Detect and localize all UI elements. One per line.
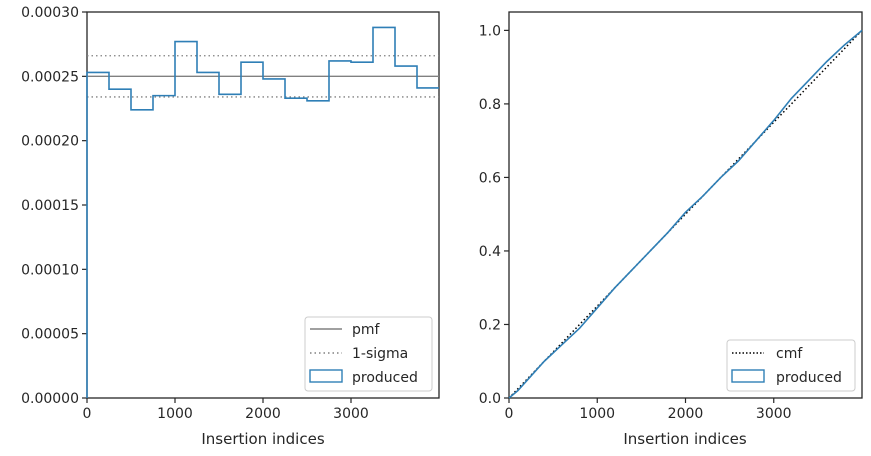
right-plot-frame [508,11,863,399]
left-x-ticks: 0 1000 2000 3000 [83,398,369,422]
left-x-tick-label: 3000 [333,406,369,422]
right-y-ticks: 0.0 0.2 0.4 0.6 0.8 1.0 [479,23,509,407]
left-chart-marks [86,26,439,398]
right-x-tick-label: 2000 [668,406,704,422]
legend-produced-swatch [731,369,765,383]
left-y-tick-label: 0.00030 [21,5,79,21]
left-y-ticks: 0.00000 0.00005 0.00010 0.00015 0.00020 0.000… [21,5,87,407]
left-legend-box [304,316,433,392]
right-legend-box [726,339,856,392]
left-legend: pmf 1-sigma produced [304,316,433,392]
pmf-panel: 0.00000 0.00005 0.00010 0.00015 0.00020 0.000… [21,5,440,448]
right-x-axis-label: Insertion indices [623,430,746,448]
produced-step [86,26,439,398]
left-x-axis-label: Insertion indices [201,430,324,448]
left-y-tick-label: 0.00025 [21,69,79,85]
legend-cmf-label: cmf [776,346,803,362]
left-y-tick-label: 0.00015 [21,198,79,214]
produced-cumulative-line [508,29,863,399]
right-x-tick-label: 0 [505,406,514,422]
left-y-tick-label: 0.00020 [21,134,79,150]
right-y-tick-label: 0.0 [479,391,501,407]
legend-1-sigma-label: 1-sigma [352,346,408,362]
right-y-tick-label: 0.2 [479,317,501,333]
cmf-line [508,29,863,399]
right-x-tick-label: 1000 [579,406,615,422]
legend-produced-swatch [309,369,343,383]
left-y-tick-label: 0.00000 [21,391,79,407]
right-y-tick-label: 1.0 [479,23,501,39]
legend-produced-label: produced [776,370,842,386]
left-y-tick-label: 0.00010 [21,262,79,278]
left-x-tick-label: 1000 [157,406,193,422]
legend-pmf-label: pmf [352,322,381,338]
left-y-tick-label: 0.00005 [21,327,79,343]
left-x-tick-label: 2000 [245,406,281,422]
right-x-ticks: 0 1000 2000 3000 [505,398,792,422]
right-y-tick-label: 0.6 [479,170,501,186]
cmf-panel: 0.0 0.2 0.4 0.6 0.8 1.0 0 1000 2000 3000 Inserti… [479,11,863,448]
right-chart-marks [508,29,863,399]
right-y-tick-label: 0.8 [479,97,501,113]
right-y-tick-label: 0.4 [479,244,501,260]
legend-produced-label: produced [352,370,418,386]
left-x-tick-label: 0 [83,406,92,422]
right-legend: cmf produced [726,339,856,392]
right-x-tick-label: 3000 [756,406,792,422]
